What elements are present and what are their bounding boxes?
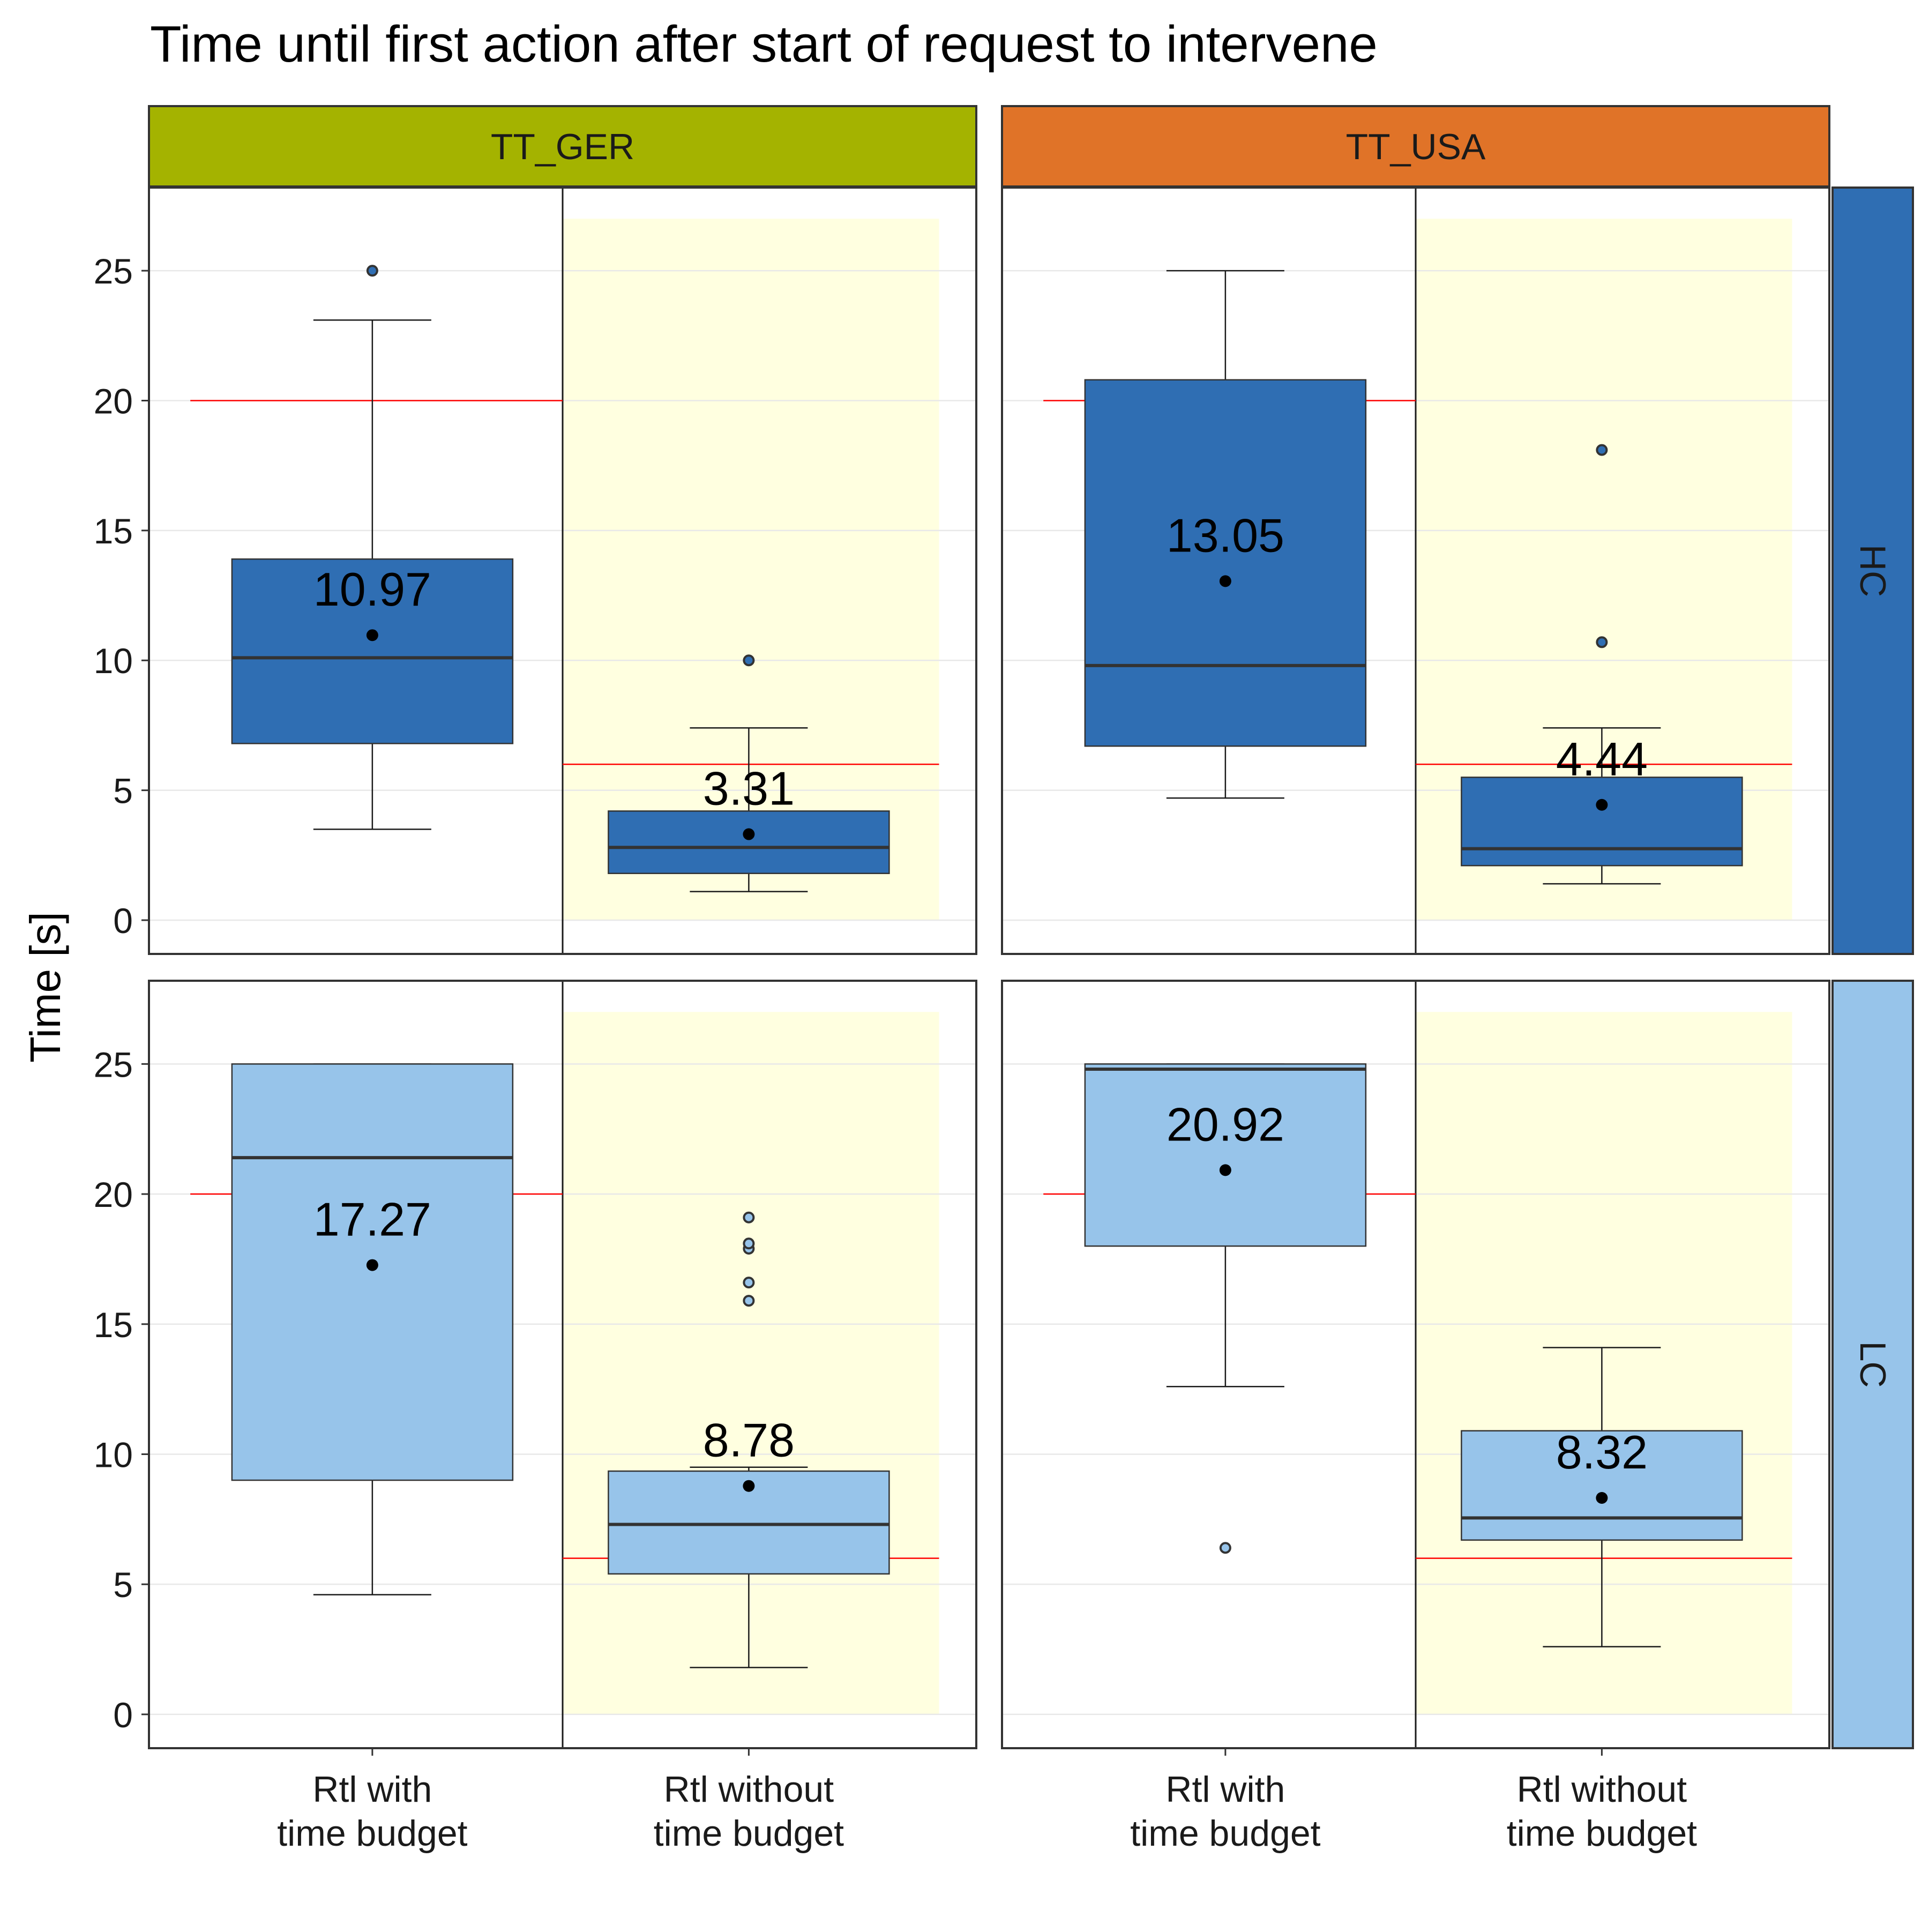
box bbox=[231, 558, 514, 744]
x-tick-label: Rtl without bbox=[664, 1769, 834, 1810]
outlier-point bbox=[1596, 636, 1608, 648]
y-axis-label: Time [s] bbox=[21, 912, 69, 1062]
outlier-point bbox=[743, 1277, 755, 1289]
panel-hc-tt_usa: 13.05 4.44 bbox=[1001, 187, 1830, 955]
x-tick-label: time budget bbox=[277, 1813, 467, 1854]
y-tick-label: 25 bbox=[94, 1045, 133, 1084]
y-tick-label: 0 bbox=[113, 1695, 133, 1735]
mean-point bbox=[1219, 575, 1231, 587]
mean-label: 20.92 bbox=[1167, 1098, 1284, 1151]
shaded-region bbox=[563, 1012, 939, 1714]
y-tick-label: 5 bbox=[113, 1565, 133, 1605]
outlier-point bbox=[1596, 444, 1608, 456]
y-tick-label: 15 bbox=[94, 511, 133, 551]
box bbox=[231, 1063, 514, 1481]
y-tick-label: 25 bbox=[94, 251, 133, 291]
mean-label: 4.44 bbox=[1556, 733, 1648, 786]
box bbox=[1461, 1430, 1743, 1541]
box bbox=[1461, 777, 1743, 867]
y-tick-label: 5 bbox=[113, 771, 133, 811]
shaded-region bbox=[1416, 1012, 1792, 1714]
mean-point bbox=[1596, 799, 1608, 811]
y-tick-label: 10 bbox=[94, 1435, 133, 1474]
mean-label: 8.32 bbox=[1556, 1426, 1648, 1479]
facet-strip-label: LC bbox=[1852, 1341, 1893, 1388]
panel-border bbox=[148, 187, 977, 955]
panel-hc-tt_ger: 10.97 3.31 0 5 10 15 20 25 bbox=[94, 187, 977, 955]
facet-strip-hc bbox=[1831, 187, 1914, 955]
mean-label: 8.78 bbox=[703, 1414, 795, 1467]
x-tick-label: time budget bbox=[1507, 1813, 1697, 1854]
facet-strip-label: HC bbox=[1852, 544, 1893, 597]
box bbox=[1084, 1063, 1367, 1247]
mean-label: 17.27 bbox=[313, 1193, 431, 1246]
box bbox=[1084, 379, 1367, 747]
outlier-point bbox=[366, 265, 378, 277]
outlier-point bbox=[743, 654, 755, 667]
panel-border bbox=[1001, 980, 1830, 1749]
x-tick-label: time budget bbox=[654, 1813, 844, 1854]
y-tick-label: 20 bbox=[94, 381, 133, 421]
mean-point bbox=[366, 1259, 378, 1271]
mean-point bbox=[743, 828, 755, 840]
mean-point bbox=[1596, 1492, 1608, 1504]
x-tick-label: Rtl with bbox=[312, 1769, 432, 1810]
outlier-point bbox=[743, 1211, 755, 1224]
mean-label: 3.31 bbox=[703, 762, 795, 815]
y-tick-label: 0 bbox=[113, 901, 133, 941]
outlier-point bbox=[743, 1237, 755, 1250]
mean-label: 10.97 bbox=[313, 563, 431, 616]
facet-strip-label: TT_USA bbox=[1346, 126, 1486, 167]
y-tick-label: 15 bbox=[94, 1305, 133, 1345]
mean-label: 13.05 bbox=[1167, 509, 1284, 562]
panel-border bbox=[1001, 187, 1830, 955]
mean-point bbox=[743, 1480, 755, 1492]
mean-point bbox=[366, 629, 378, 641]
chart-title: Time until first action after start of r… bbox=[150, 16, 1378, 73]
panel-border bbox=[148, 980, 977, 1749]
shaded-region bbox=[563, 219, 939, 920]
facet-strip-label: TT_GER bbox=[491, 126, 634, 167]
facet-strip-lc bbox=[1831, 980, 1914, 1749]
x-tick-label: time budget bbox=[1130, 1813, 1320, 1854]
box bbox=[608, 810, 890, 874]
y-tick-label: 10 bbox=[94, 641, 133, 681]
outlier-point bbox=[743, 1295, 755, 1307]
mean-point bbox=[1219, 1164, 1231, 1176]
x-tick-label: Rtl without bbox=[1517, 1769, 1687, 1810]
facet-strip-tt_ger bbox=[148, 105, 977, 188]
facet-strip-tt_usa bbox=[1001, 105, 1830, 188]
x-tick-label: Rtl with bbox=[1165, 1769, 1285, 1810]
y-tick-label: 20 bbox=[94, 1175, 133, 1214]
outlier-point bbox=[1219, 1542, 1231, 1554]
